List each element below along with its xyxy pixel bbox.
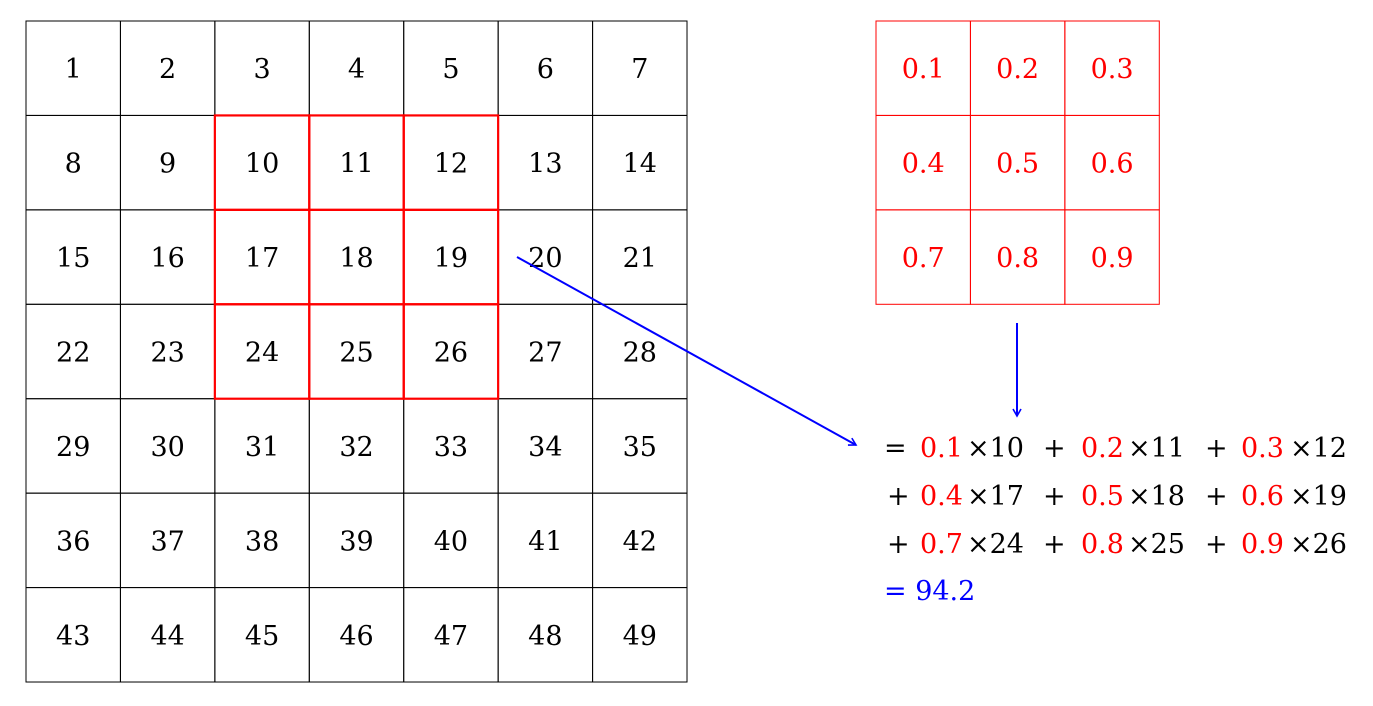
grid-cell-value: 14 <box>623 149 657 180</box>
equation-value: ×12 <box>1290 433 1347 464</box>
grid-cell-value: 46 <box>339 621 373 652</box>
grid-cell-value: 13 <box>528 149 562 180</box>
grid-cell <box>592 587 688 683</box>
equation-value: ×17 <box>967 481 1024 512</box>
grid-cell-value: 12 <box>434 149 468 180</box>
grid-cell-value: 15 <box>56 243 90 274</box>
grid-cell-value: 48 <box>528 621 562 652</box>
equation-value: ×26 <box>1290 529 1347 560</box>
grid-cell-value: 4 <box>348 54 365 85</box>
grid-cell-value: 44 <box>150 621 184 652</box>
equation-operator: + <box>1043 529 1066 560</box>
equation-operator: + <box>1043 433 1066 464</box>
kernel-cell-value: 0.3 <box>1091 54 1134 85</box>
grid-cell-value: 26 <box>434 338 468 369</box>
grid-cell-value: 11 <box>339 149 373 180</box>
kernel-cell <box>1064 209 1160 305</box>
grid-cell-value: 39 <box>339 526 373 557</box>
grid-cell-value: 38 <box>245 526 279 557</box>
grid-cell-value: 30 <box>150 432 184 463</box>
equation-value: ×10 <box>967 433 1024 464</box>
grid-cell-value: 7 <box>631 54 648 85</box>
kernel-cell-value: 0.9 <box>1091 243 1134 274</box>
grid-cell-value: 18 <box>339 243 373 274</box>
grid-cell-value: 47 <box>434 621 468 652</box>
grid-cell-value: 9 <box>159 149 176 180</box>
grid-cell-value: 8 <box>65 149 82 180</box>
grid-cell-value: 27 <box>528 338 562 369</box>
grid-cell-value: 35 <box>623 432 657 463</box>
grid-cell-value: 24 <box>245 338 279 369</box>
kernel-cell-value: 0.4 <box>902 149 945 180</box>
equation-weight: 0.9 <box>1241 529 1284 560</box>
equation-weight: 0.4 <box>920 481 963 512</box>
kernel-cell-value: 0.7 <box>902 243 945 274</box>
grid-cell-value: 16 <box>150 243 184 274</box>
equation-operator: + <box>1205 529 1228 560</box>
equation-value: ×19 <box>1290 481 1347 512</box>
kernel-cell-value: 0.2 <box>996 54 1039 85</box>
grid-cell-value: 32 <box>339 432 373 463</box>
grid-cell-value: 25 <box>339 338 373 369</box>
kernel-cell-value: 0.8 <box>996 243 1039 274</box>
grid-cell-value: 31 <box>245 432 279 463</box>
equation-result: = 94.2 <box>884 576 975 607</box>
highlight-cell <box>402 303 500 400</box>
equation-weight: 0.8 <box>1081 529 1124 560</box>
grid-cell-value: 17 <box>245 243 279 274</box>
grid-cell-value: 10 <box>245 149 279 180</box>
grid-cell-value: 23 <box>150 338 184 369</box>
equation-operator: = <box>884 433 907 464</box>
grid-cell-value: 29 <box>56 432 90 463</box>
equation-operator: + <box>1205 433 1228 464</box>
equation-value: ×24 <box>967 529 1024 560</box>
grid-cell-value: 19 <box>434 243 468 274</box>
grid-cell-value: 49 <box>623 621 657 652</box>
equation-weight: 0.2 <box>1081 433 1124 464</box>
grid-cell-value: 1 <box>65 54 82 85</box>
equation: = 0.1 ×10 +0.2 ×11 +0.3 ×12+ 0.4 ×17 +0.5 ×18 +0.6 ×… <box>884 433 1347 560</box>
grid-cell-value: 34 <box>528 432 562 463</box>
grid-cell-value: 3 <box>253 54 270 85</box>
grid-cell-value: 5 <box>442 54 459 85</box>
kernel-cell-value: 0.1 <box>902 54 945 85</box>
equation-value: ×18 <box>1128 481 1185 512</box>
grid-cell-value: 45 <box>245 621 279 652</box>
equation-value: ×11 <box>1128 433 1185 464</box>
kernel-grid: 0.1 0.2 0.3 0.4 0.5 0.6 0.7 0.8 0.9 <box>875 20 1160 305</box>
grid-cell-value: 28 <box>623 338 657 369</box>
grid-cell-value: 21 <box>623 243 657 274</box>
equation-operator: + <box>1043 481 1066 512</box>
equation-value: ×25 <box>1128 529 1185 560</box>
kernel-cell-value: 0.5 <box>996 149 1039 180</box>
grid-cell-value: 20 <box>528 243 562 274</box>
grid-cell-value: 42 <box>623 526 657 557</box>
grid-cell-value: 36 <box>56 526 90 557</box>
equation-weight: 0.5 <box>1081 481 1124 512</box>
grid-cell-value: 22 <box>56 338 90 369</box>
grid-cell-value: 33 <box>434 432 468 463</box>
diagonal-arrow <box>516 256 858 446</box>
kernel-cell-value: 0.6 <box>1091 149 1134 180</box>
grid-cell-value: 43 <box>56 621 90 652</box>
equation-weight: 0.3 <box>1241 433 1284 464</box>
grid-cell-value: 6 <box>537 54 554 85</box>
equation-weight: 0.6 <box>1241 481 1284 512</box>
equation-operator: + <box>1205 481 1228 512</box>
grid-cell-value: 37 <box>150 526 184 557</box>
equation-weight: 0.1 <box>920 433 963 464</box>
equation-operator: + <box>887 481 910 512</box>
equation-weight: 0.7 <box>920 529 963 560</box>
equation-operator: + <box>887 529 910 560</box>
grid-cell-value: 41 <box>528 526 562 557</box>
grid-cell-value: 40 <box>434 526 468 557</box>
grid-cell-value: 2 <box>159 54 176 85</box>
